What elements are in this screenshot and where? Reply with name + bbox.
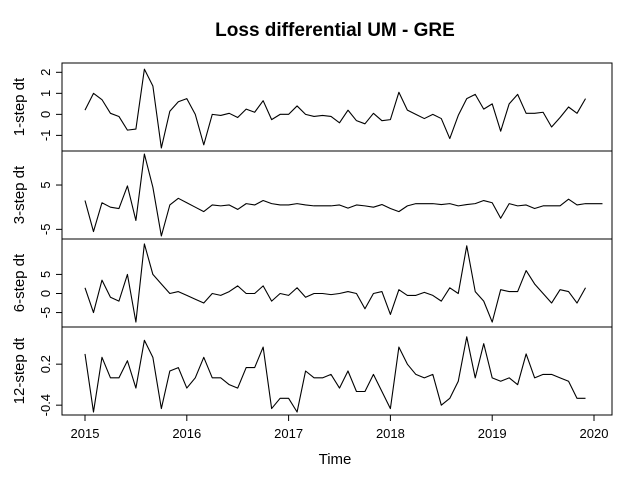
y-tick-label: 5 [38,181,53,188]
panel-frame [61,150,613,240]
panel-2: -5 5 3-step dt [11,150,613,240]
x-tick-label: 2020 [580,426,609,441]
panel-frame [61,238,613,328]
panel-frame [61,326,613,416]
y-axis-label: 12-step dt [11,337,28,405]
panel-1: -1 0 1 2 1-step dt [11,62,613,152]
panel-4: -0.4 0.2 12-step dt [11,326,613,416]
chart-title: Loss differential UM - GRE [215,20,455,41]
series-line-3 [84,243,587,323]
series-line-1 [84,68,586,149]
y-tick-label: -0.4 [38,394,53,416]
y-tick-label: 2 [38,69,53,76]
y-tick-label: -5 [38,224,53,236]
y-tick-label: -5 [38,307,53,319]
y-tick-label: -1 [38,130,53,142]
x-axis-label: Time [319,451,352,468]
x-tick-label: 2018 [376,426,405,441]
y-tick-label: 0.2 [38,355,53,373]
x-tick-label: 2019 [478,426,507,441]
x-tick-label: 2017 [274,426,303,441]
y-tick-label: 0 [38,111,53,118]
y-axis-label: 6-step dt [11,253,28,312]
y-tick-label: 5 [38,271,53,278]
x-axis: 2015 2016 2017 2018 2019 2020 [71,415,609,441]
y-tick-label: 1 [38,90,53,97]
x-tick-label: 2015 [71,426,100,441]
y-tick-label: 0 [38,290,53,297]
series-line-2 [84,153,603,237]
panel-frame [61,62,613,152]
panel-3: -5 0 5 6-step dt [11,238,613,328]
y-axis-label: 1-step dt [11,77,28,136]
y-axis-label: 3-step dt [11,165,28,224]
series-line-4 [84,336,586,413]
x-tick-label: 2016 [172,426,201,441]
